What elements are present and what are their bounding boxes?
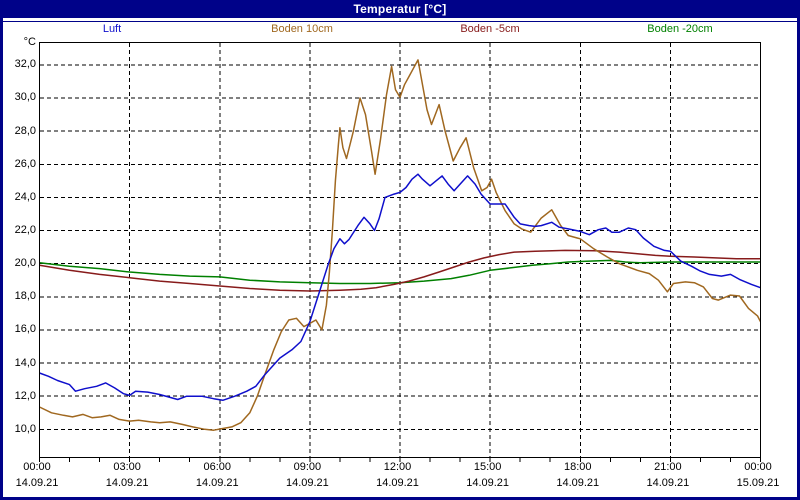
- y-axis-tick-label: 26,0: [14, 157, 36, 170]
- y-axis-tick-label: 16,0: [14, 323, 36, 336]
- y-axis-unit-label: °C: [23, 36, 36, 48]
- x-axis-time-label: 00:00: [744, 461, 772, 473]
- series-line-boden-5cm: [39, 249, 761, 292]
- x-axis-date-label: 14.09.21: [285, 477, 329, 489]
- x-axis-time-label: 12:00: [383, 461, 412, 473]
- legend-item-luft: Luft: [103, 23, 121, 35]
- series-line-luft: [39, 173, 761, 402]
- x-axis-date-label: 14.09.21: [195, 477, 239, 489]
- titlebar-divider: [0, 21, 800, 22]
- y-axis-tick-label: 32,0: [14, 58, 36, 71]
- legend-item-boden-minus20cm: Boden -20cm: [647, 23, 712, 35]
- series-line-boden-10cm: [39, 59, 761, 431]
- chart-legend: Luft Boden 10cm Boden -5cm Boden -20cm: [0, 23, 800, 37]
- window-title: Temperatur [°C]: [353, 2, 447, 16]
- y-axis-tick-label: 10,0: [14, 422, 36, 435]
- x-axis-time-label: 15:00: [473, 461, 502, 473]
- x-axis-time-label: 06:00: [203, 461, 232, 473]
- x-axis-time-label: 21:00: [654, 461, 682, 473]
- x-axis-date-label: 14.09.21: [15, 477, 59, 489]
- legend-label-boden-minus5cm: Boden -5cm: [460, 23, 520, 35]
- x-axis-time-label: 18:00: [563, 461, 592, 473]
- plot-border: [39, 42, 761, 458]
- y-axis-tick-label: 12,0: [14, 389, 36, 402]
- y-axis-tick-label: 22,0: [14, 224, 36, 237]
- legend-item-boden-10cm: Boden 10cm: [271, 23, 333, 35]
- title-bar: Temperatur [°C]: [0, 0, 800, 18]
- x-axis-date-label: 14.09.21: [646, 477, 690, 489]
- legend-item-boden-minus5cm: Boden -5cm: [460, 23, 519, 35]
- x-axis-time-label: 03:00: [113, 461, 141, 473]
- x-axis-date-label: 14.09.21: [556, 477, 600, 489]
- legend-label-luft: Luft: [102, 23, 122, 35]
- legend-label-boden-10cm: Boden 10cm: [271, 23, 333, 35]
- x-axis-date-label: 15.09.21: [736, 477, 780, 489]
- legend-label-boden-minus20cm: Boden -20cm: [647, 23, 713, 35]
- y-axis-tick-label: 18,0: [14, 290, 36, 303]
- y-axis-tick-label: 14,0: [14, 356, 36, 369]
- series-line-boden-20cm: [39, 259, 761, 285]
- chart-plot-area[interactable]: [39, 42, 761, 463]
- y-axis-tick-label: 24,0: [14, 190, 36, 203]
- x-axis-date-label: 14.09.21: [105, 477, 149, 489]
- x-axis-date-label: 14.09.21: [376, 477, 419, 489]
- y-axis-tick-label: 30,0: [14, 91, 36, 104]
- x-axis-time-label: 00:00: [23, 461, 51, 473]
- x-axis-time-label: 09:00: [293, 461, 322, 473]
- x-axis-date-label: 14.09.21: [466, 477, 510, 489]
- y-axis-tick-label: 28,0: [14, 124, 36, 137]
- y-axis-tick-label: 20,0: [14, 257, 36, 270]
